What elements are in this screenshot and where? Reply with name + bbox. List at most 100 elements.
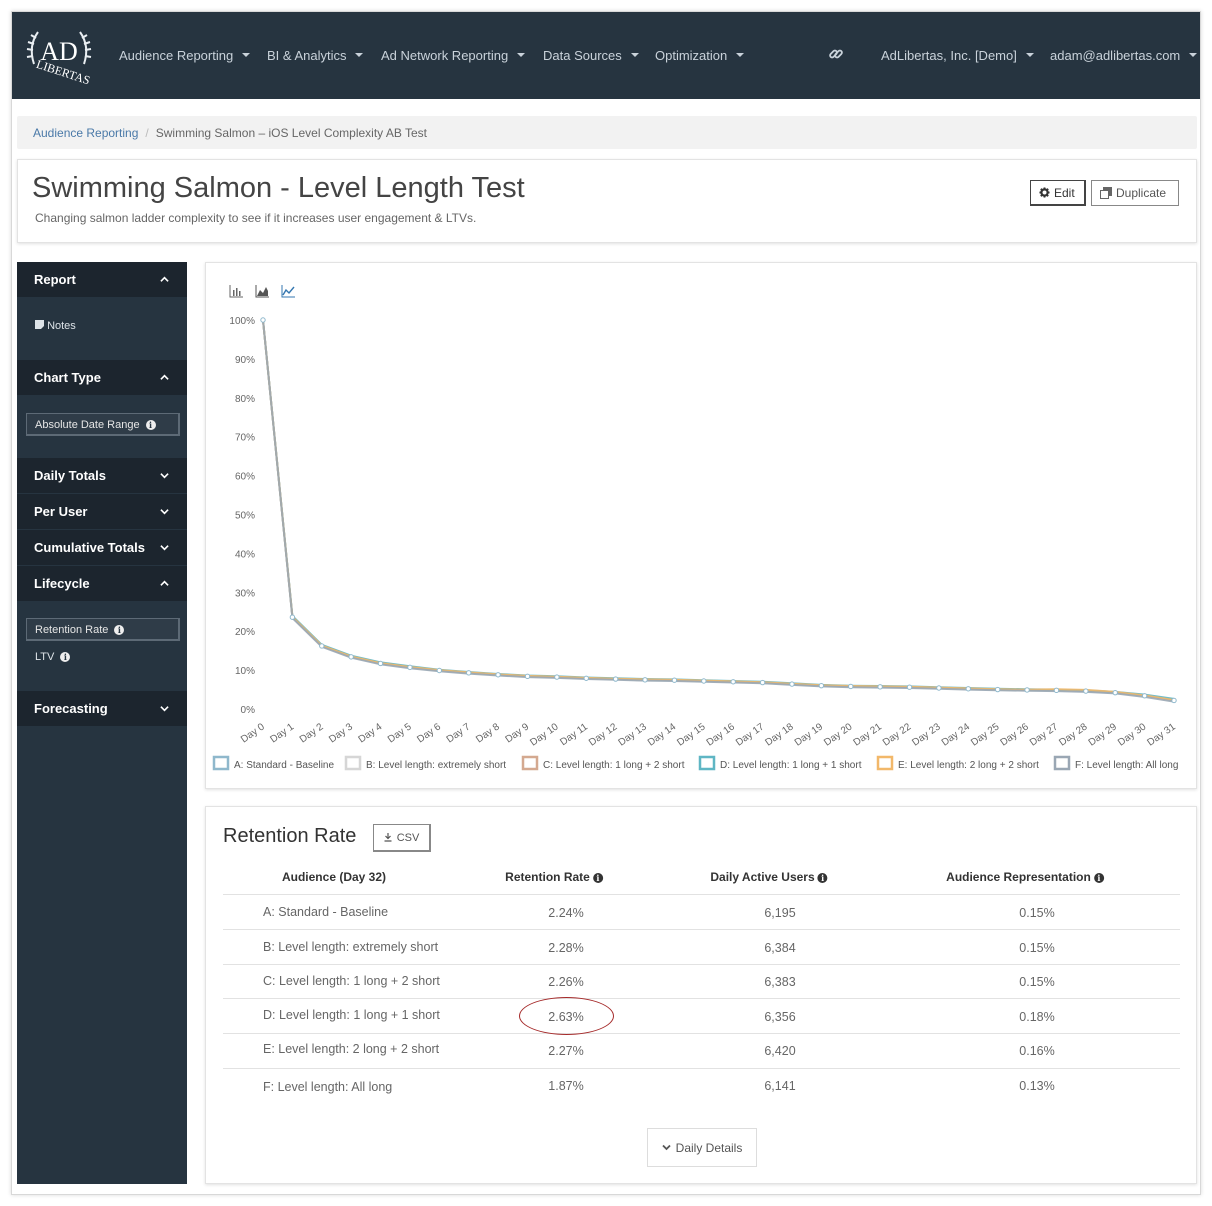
data-point[interactable] [936,685,942,691]
sidebar-section-label: Daily Totals [34,468,107,483]
column-header-audience[interactable]: Audience (Day 32) [281,870,387,884]
legend-item[interactable]: D: Level length: 1 long + 1 short [698,755,862,771]
chevron-down-icon [160,545,169,551]
legend-item[interactable]: B: Level length: extremely short [344,755,506,771]
legend-label: C: Level length: 1 long + 2 short [543,760,685,771]
gear-icon [1039,187,1050,198]
data-point[interactable] [642,677,648,683]
column-header-audience-representation[interactable]: Audience Representation i [946,870,1104,884]
data-point[interactable] [1112,689,1118,696]
link-icon[interactable] [828,46,844,62]
audience-cell: D: Level length: 1 long + 1 short [263,1008,440,1022]
data-point[interactable] [1141,693,1148,699]
line-chart-type-icon[interactable] [281,285,295,298]
adlibertas-logo[interactable]: AD LIBERTAS [24,24,94,88]
data-point[interactable] [260,317,266,323]
x-tick-label: Day 27 [1028,721,1061,748]
legend-label: F: Level length: All long [1075,760,1178,771]
top-navbar: AD LIBERTAS Audience Reporting BI & Anal… [12,12,1200,99]
legend-item[interactable]: A: Standard - Baseline [212,755,334,771]
sidebar-item-ltv[interactable]: LTV i [35,651,71,663]
data-point[interactable] [1053,687,1060,694]
data-point[interactable] [848,683,854,690]
sidebar-section-forecasting[interactable]: Forecasting [17,691,187,726]
nav-data-sources[interactable]: Data Sources [543,48,639,63]
org-switcher[interactable]: AdLibertas, Inc. [Demo] [881,48,1034,63]
nav-bi-analytics[interactable]: BI & Analytics [267,48,364,63]
data-point[interactable] [466,670,472,676]
data-point[interactable] [965,686,971,692]
column-header-daily-active-users[interactable]: Daily Active Users i [710,870,828,884]
data-point[interactable] [289,614,296,620]
breadcrumb: Audience Reporting / Swimming Salmon – iOS… [17,116,1197,149]
dau-cell: 6,383 [764,975,796,989]
data-point[interactable] [524,673,531,680]
area-chart-type-icon[interactable] [255,285,269,298]
data-point[interactable] [1024,687,1030,693]
row-divider [223,1068,1180,1069]
daily-details-button[interactable]: Daily Details [647,1128,757,1167]
data-point[interactable] [877,684,883,690]
data-point[interactable] [377,660,384,667]
legend-item[interactable]: C: Level length: 1 long + 2 short [521,755,685,771]
absolute-date-range-toggle[interactable]: Absolute Date Range i [26,413,180,436]
legend-label: B: Level length: extremely short [366,760,506,771]
data-point[interactable] [789,681,795,687]
row-divider [223,929,1180,930]
data-point[interactable] [407,664,413,671]
sidebar-section-per-user[interactable]: Per User [17,494,187,529]
absolute-date-range-label: Absolute Date Range [35,419,140,431]
x-tick-label: Day 19 [793,721,826,748]
data-point[interactable] [319,643,325,649]
data-point[interactable] [612,676,619,682]
data-point[interactable] [495,672,501,678]
csv-download-button[interactable]: CSV [373,824,431,852]
data-point[interactable] [730,679,736,685]
sidebar-section-lifecycle[interactable]: Lifecycle [17,566,187,601]
duplicate-button[interactable]: Duplicate [1091,180,1179,206]
data-point[interactable] [701,678,707,684]
x-tick-label: Day 8 [474,721,502,745]
bar-chart-type-icon[interactable] [229,285,243,298]
breadcrumb-current: Swimming Salmon – iOS Level Complexity A… [155,126,427,140]
legend-item[interactable]: E: Level length: 2 long + 2 short [876,755,1039,771]
data-point[interactable] [1171,697,1177,704]
x-tick-label: Day 1 [268,721,296,745]
data-point[interactable] [994,686,1001,693]
retention-rate-label: Retention Rate [35,624,109,636]
user-menu[interactable]: adam@adlibertas.com [1050,48,1198,63]
edit-button[interactable]: Edit [1030,180,1086,206]
data-point[interactable] [554,674,560,680]
data-point[interactable] [671,677,678,683]
caret-down-icon [630,52,639,57]
data-point[interactable] [818,682,825,689]
sidebar-section-daily-totals[interactable]: Daily Totals [17,458,187,493]
x-tick-label: Day 24 [940,721,973,748]
sidebar-section-report[interactable]: Report [17,262,187,297]
y-tick-label: 100% [229,316,255,327]
nav-audience-reporting[interactable]: Audience Reporting [119,48,251,63]
data-point[interactable] [436,667,443,674]
data-point[interactable] [348,654,354,660]
data-point[interactable] [1083,688,1089,694]
y-tick-label: 0% [241,705,256,716]
caret-down-icon [517,52,526,57]
data-point[interactable] [583,675,589,681]
column-header-retention-rate[interactable]: Retention Rate i [505,870,603,884]
x-tick-label: Day 15 [675,721,708,748]
retention-rate-option[interactable]: Retention Rate i [26,618,180,641]
x-tick-label: Day 4 [357,721,385,745]
audience-cell: C: Level length: 1 long + 2 short [263,974,440,988]
nav-ad-network-reporting[interactable]: Ad Network Reporting [381,48,526,63]
sidebar-section-cumulative-totals[interactable]: Cumulative Totals [17,530,187,565]
chevron-up-icon [160,580,169,586]
breadcrumb-audience-reporting[interactable]: Audience Reporting [33,126,139,140]
data-point[interactable] [759,679,766,686]
sidebar-section-label: Report [34,272,76,287]
legend-item[interactable]: F: Level length: All long [1053,755,1178,771]
data-point[interactable] [906,684,913,690]
nav-optimization[interactable]: Optimization [655,48,745,63]
caret-down-icon [1189,52,1198,57]
sidebar-section-chart-type[interactable]: Chart Type [17,360,187,395]
sidebar-item-notes[interactable]: Notes [35,320,76,332]
